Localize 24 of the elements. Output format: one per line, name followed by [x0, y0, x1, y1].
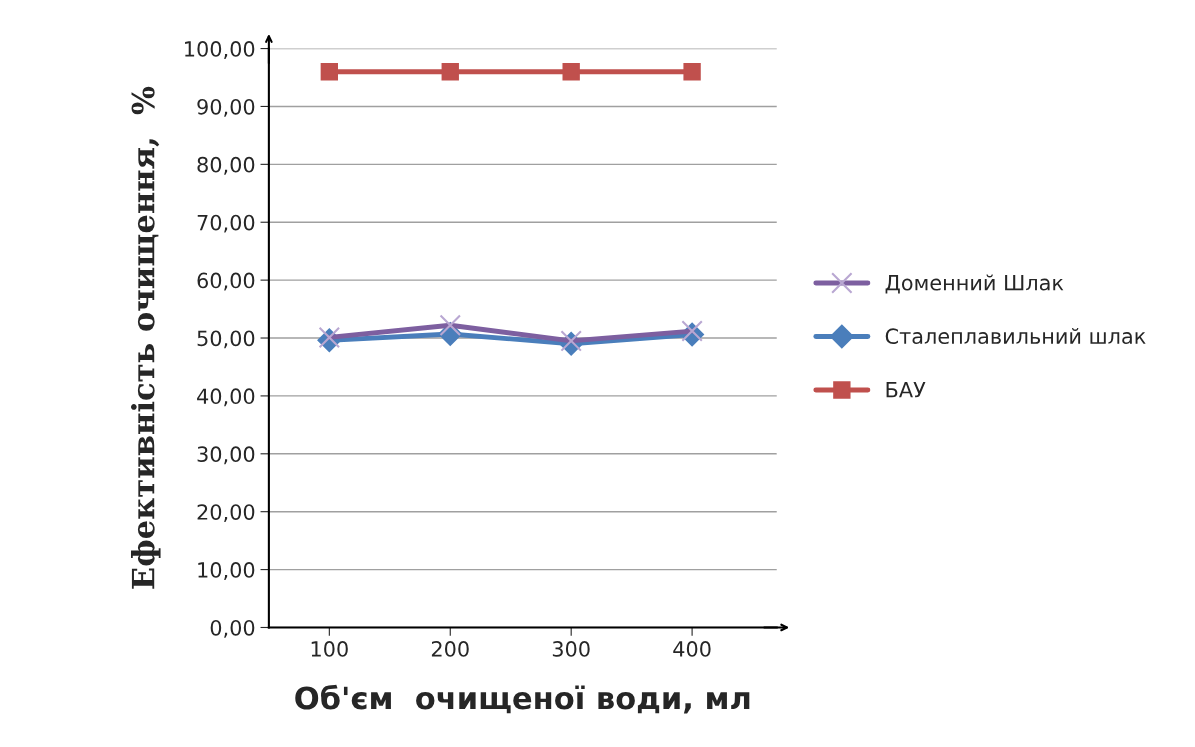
x-tick-label: 300: [552, 641, 590, 657]
point: [562, 63, 580, 81]
y-tick-label: 40,00: [197, 388, 255, 407]
point: [320, 63, 339, 81]
legend-label: БАУ: [886, 382, 926, 398]
point: [441, 63, 459, 81]
point: [683, 63, 701, 81]
y-tick-label: 50,00: [197, 330, 255, 349]
y-axis-title: Ефективність очищення, %: [130, 86, 161, 589]
y-tick-label: 30,00: [197, 446, 255, 465]
y-tick-label: 80,00: [197, 156, 255, 175]
y-tick-label: 90,00: [197, 98, 255, 117]
x-tick-label: 400: [673, 641, 711, 657]
y-tick-label: 70,00: [197, 214, 255, 233]
legend-label: Сталеплавильний шлак: [885, 328, 1146, 345]
y-tick-label: 20,00: [197, 504, 255, 523]
y-tick-label: 60,00: [197, 272, 255, 291]
x-tick-label: 100: [311, 641, 348, 657]
legend-label: Доменний Шлак: [885, 274, 1064, 294]
y-tick-label: 0,00: [210, 619, 255, 638]
x-tick-label: 200: [431, 641, 469, 657]
y-tick-label: 100,00: [185, 41, 255, 59]
x-axis-title: Об'єм очищеної води, мл: [295, 684, 750, 714]
y-tick-label: 10,00: [198, 562, 255, 580]
